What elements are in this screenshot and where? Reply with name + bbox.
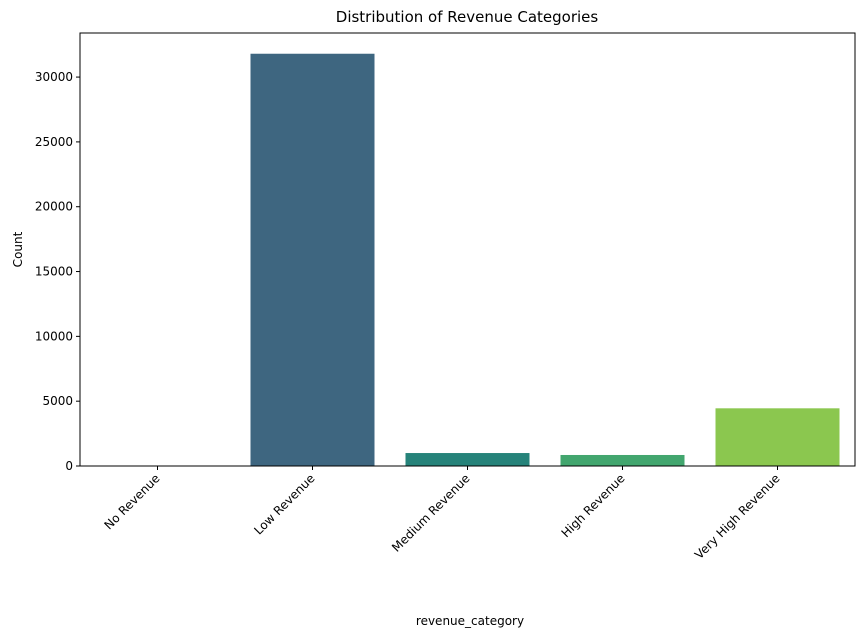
chart-title: Distribution of Revenue Categories [336,8,599,26]
y-tick-label: 0 [65,459,73,473]
y-tick-label: 5000 [42,394,73,408]
y-axis: 0 5000 10000 15000 20000 25000 30000 [35,70,80,473]
bar-high-revenue [560,454,685,466]
y-tick-label: 30000 [35,70,73,84]
y-tick-label: 20000 [35,200,73,214]
y-tick-label: 10000 [35,329,73,343]
x-axis-label: revenue_category [416,614,524,628]
bars-group [250,53,840,467]
y-axis-label: Count [11,231,25,267]
bar-very-high-revenue [715,408,840,466]
bar-low-revenue [250,53,375,467]
y-tick-label: 15000 [35,265,73,279]
bar-medium-revenue [405,453,530,466]
plot-frame [79,32,856,467]
y-tick-label: 25000 [35,135,73,149]
